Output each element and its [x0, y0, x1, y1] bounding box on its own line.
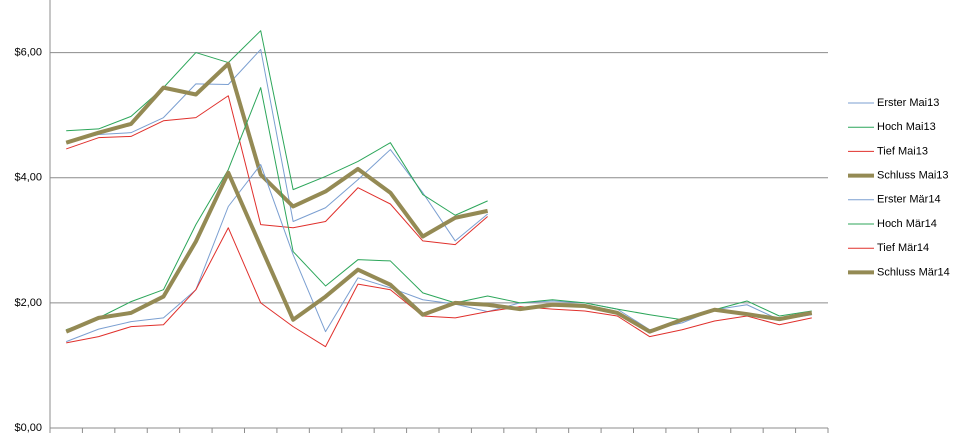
legend-label: Hoch Mai13	[877, 121, 936, 133]
series-line	[66, 227, 812, 348]
legend-label: Tief Mär14	[877, 242, 929, 254]
legend-label: Hoch Mär14	[877, 218, 937, 230]
series-line	[65, 170, 813, 334]
y-tick-label: $6,00	[14, 46, 42, 58]
y-tick-label: $0,00	[14, 422, 42, 434]
legend-label: Erster Mär14	[877, 194, 941, 206]
legend-label: Schluss Mär14	[877, 266, 950, 278]
series-line	[66, 48, 488, 242]
y-tick-label: $4,00	[14, 172, 42, 184]
legend-label: Tief Mai13	[877, 145, 928, 157]
legend-label: Erster Mai13	[877, 97, 939, 109]
series-line	[66, 164, 812, 343]
series-line	[66, 87, 812, 331]
series-line	[66, 30, 488, 216]
y-tick-label: $2,00	[14, 297, 42, 309]
series-line	[65, 61, 489, 239]
legend-label: Schluss Mai13	[877, 170, 949, 182]
series-line	[66, 95, 488, 246]
